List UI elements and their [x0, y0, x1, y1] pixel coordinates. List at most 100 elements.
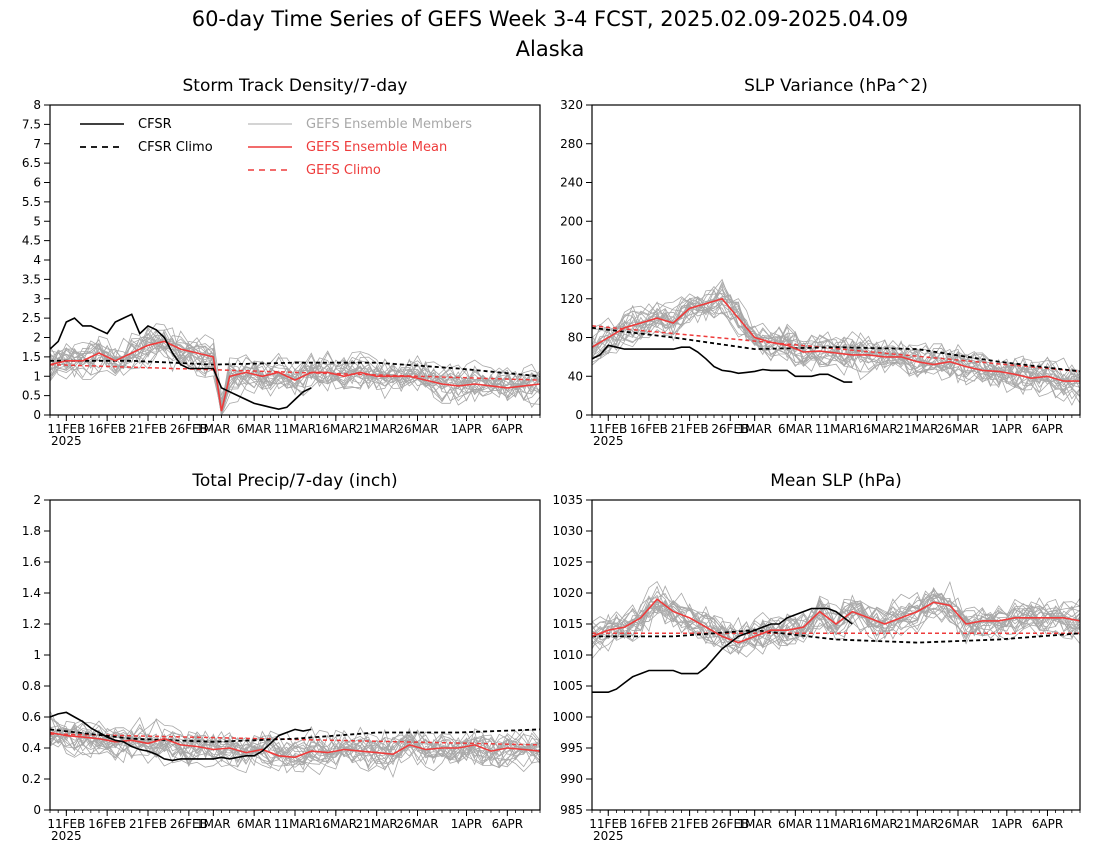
- gefs-member-line: [49, 327, 541, 416]
- cfsr-line: [49, 313, 312, 411]
- y-tick-label: 1.6: [22, 555, 41, 569]
- y-tick-label: 990: [560, 772, 583, 786]
- x-tick-label: 21MAR: [356, 817, 398, 831]
- y-tick-label: 0: [33, 803, 41, 817]
- gefs-member-line: [591, 589, 1081, 646]
- gefs-member-line: [49, 343, 541, 416]
- x-tick-label: 1APR: [991, 422, 1022, 436]
- panel-storm-track-density: Storm Track Density/7-day 0 0.5 1 1.5 2 2.5 3 3…: [22, 76, 541, 448]
- x-tick-label: 16MAR: [315, 817, 357, 831]
- y-tick-label: 0: [575, 408, 583, 422]
- x-tick-label: 11FEB: [47, 817, 85, 831]
- x-tick-label: 26FEB: [170, 422, 208, 436]
- y-tick-label: 0.5: [22, 389, 41, 403]
- x-tick-label: 1MAR: [196, 422, 231, 436]
- x-year-label: 2025: [51, 829, 82, 843]
- gefs-member-line: [591, 296, 1081, 389]
- x-tick-label: 26FEB: [711, 422, 749, 436]
- y-tick-label: 0.8: [22, 679, 41, 693]
- y-tick-label: 80: [568, 331, 583, 345]
- cfsr-climo-line: [592, 629, 1081, 644]
- y-tick-label: 1.8: [22, 524, 41, 538]
- x-tick-label: 21MAR: [356, 422, 398, 436]
- y-tick-label: 1005: [552, 679, 583, 693]
- gefs-member-line: [591, 593, 1081, 655]
- y-tick-label: 4: [33, 253, 41, 267]
- gefs-mean-line: [591, 598, 1081, 644]
- x-tick-label: 16MAR: [315, 422, 357, 436]
- x-tick-label: 6MAR: [778, 817, 813, 831]
- plot-frame: [591, 499, 1081, 811]
- x-tick-label: 26FEB: [711, 817, 749, 831]
- y-tick-label: 160: [560, 253, 583, 267]
- gefs-member-line: [591, 592, 1081, 659]
- panel-title: Total Precip/7-day (inch): [191, 471, 397, 491]
- x-tick-label: 11FEB: [47, 422, 85, 436]
- gefs-member-line: [591, 281, 1081, 406]
- gefs-mean-line: [49, 340, 541, 412]
- y-tick-label: 2.5: [22, 311, 41, 325]
- y-tick-label: 0: [33, 408, 41, 422]
- x-tick-label: 21FEB: [129, 422, 167, 436]
- y-tick-label: 1015: [552, 617, 583, 631]
- y-tick-label: 6.5: [22, 156, 41, 170]
- y-tick-label: 1035: [552, 493, 583, 507]
- x-year-label: 2025: [51, 434, 82, 448]
- gefs-member-line: [591, 590, 1081, 638]
- x-tick-label: 1MAR: [196, 817, 231, 831]
- y-tick-label: 5.5: [22, 195, 41, 209]
- x-tick-label: 1APR: [451, 817, 482, 831]
- x-tick-label: 6APR: [492, 817, 523, 831]
- gefs-member-line: [49, 723, 541, 764]
- x-tick-label: 21FEB: [671, 422, 709, 436]
- x-tick-label: 11FEB: [589, 817, 627, 831]
- y-tick-label: 1.5: [22, 350, 41, 364]
- legend-label-cfsr: CFSR: [138, 117, 172, 132]
- gefs-member-line: [49, 334, 541, 416]
- y-tick-label: 240: [560, 176, 583, 190]
- x-tick-label: 16FEB: [88, 817, 126, 831]
- y-tick-label: 1030: [552, 524, 583, 538]
- y-tick-label: 3: [33, 292, 41, 306]
- x-tick-label: 6APR: [1032, 817, 1063, 831]
- x-tick-label: 26FEB: [170, 817, 208, 831]
- cfsr-line: [591, 344, 853, 383]
- x-tick-label: 11MAR: [274, 422, 316, 436]
- gefs-climo-line: [49, 363, 541, 381]
- cfsr-climo-line: [591, 326, 1081, 373]
- gefs-member-line: [49, 726, 541, 764]
- x-tick-label: 26MAR: [396, 422, 438, 436]
- x-tick-label: 1MAR: [737, 422, 772, 436]
- y-tick-label: 0.6: [22, 710, 41, 724]
- x-tick-label: 26MAR: [937, 422, 979, 436]
- y-tick-label: 995: [560, 741, 583, 755]
- x-tick-label: 16FEB: [630, 422, 668, 436]
- y-tick-label: 1: [33, 648, 41, 662]
- y-tick-label: 320: [560, 98, 583, 112]
- cfsr-climo-line: [50, 359, 541, 378]
- figure-subtitle: Alaska: [516, 37, 585, 61]
- x-tick-label: 26MAR: [937, 817, 979, 831]
- y-tick-label: 1020: [552, 586, 583, 600]
- panel-title: SLP Variance (hPa^2): [744, 76, 928, 96]
- panel-mean-slp: Mean SLP (hPa) 985 990 995 1000 1005 1010 1015…: [552, 471, 1081, 843]
- x-tick-label: 21FEB: [671, 817, 709, 831]
- gefs-members: [591, 278, 1081, 406]
- gefs-member-line: [49, 334, 541, 405]
- x-tick-label: 21FEB: [129, 817, 167, 831]
- y-tick-label: 1010: [552, 648, 583, 662]
- cfsr-line: [49, 711, 312, 762]
- panel-title: Mean SLP (hPa): [770, 471, 902, 491]
- gefs-member-line: [49, 720, 541, 765]
- y-tick-label: 120: [560, 292, 583, 306]
- y-tick-label: 4.5: [22, 234, 41, 248]
- x-tick-label: 6APR: [1032, 422, 1063, 436]
- panel-total-precip: Total Precip/7-day (inch) 0 0.2 0.4 0.6 0.8 1…: [22, 471, 541, 843]
- y-tick-label: 7.5: [22, 117, 41, 131]
- x-tick-label: 21MAR: [896, 422, 938, 436]
- gefs-member-line: [49, 719, 541, 768]
- y-tick-label: 1000: [552, 710, 583, 724]
- y-tick-label: 6: [33, 176, 41, 190]
- cfsr-climo-line: [49, 728, 541, 743]
